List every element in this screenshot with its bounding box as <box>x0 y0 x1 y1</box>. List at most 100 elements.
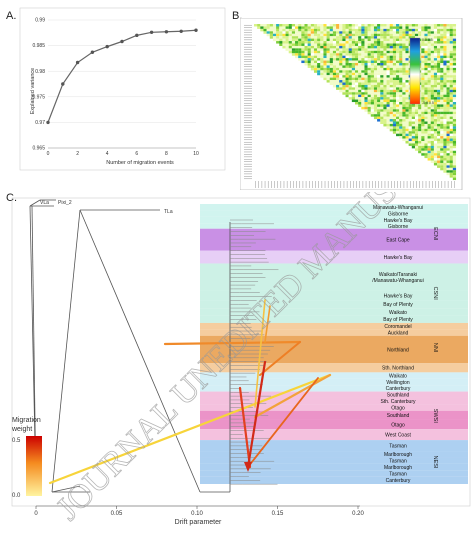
heatmap-cell <box>433 92 438 95</box>
heatmap-cell <box>364 45 368 49</box>
heatmap-cell <box>364 77 368 81</box>
region-label: /Manawatu-Whanganui <box>372 278 423 284</box>
heatmap-cell <box>336 84 340 88</box>
heatmap-cell <box>402 99 406 103</box>
heatmap-cell <box>437 116 441 120</box>
heatmap-cell <box>443 92 447 95</box>
heatmap-cell <box>424 80 428 83</box>
heatmap-cell <box>408 28 412 32</box>
heatmap-cell <box>351 48 356 51</box>
heatmap-cell <box>411 28 416 32</box>
heatmap-cell <box>389 99 393 103</box>
heatmap-cell <box>452 148 457 151</box>
heatmap-cell <box>399 102 403 105</box>
heatmap-cell <box>433 24 438 27</box>
heatmap-cell <box>389 33 393 37</box>
heatmap-cell <box>320 60 324 64</box>
heatmap-cell <box>452 167 457 171</box>
heatmap-cell <box>367 97 371 100</box>
heatmap-cell <box>392 99 397 103</box>
heatmap-cell <box>399 121 403 124</box>
heatmap-cell <box>301 53 305 56</box>
heatmap-cell <box>452 84 457 88</box>
heatmap-cell <box>339 45 343 49</box>
heatmap-cell <box>380 92 384 95</box>
heatmap-cell <box>433 60 438 64</box>
region-group-label: NESI <box>432 456 438 469</box>
heatmap-cell <box>449 133 453 137</box>
heatmap-cell <box>282 36 286 39</box>
heatmap-cell <box>386 33 390 37</box>
heatmap-cell <box>427 138 431 142</box>
region-band <box>200 463 468 471</box>
heatmap-cell <box>291 48 296 51</box>
heatmap-cell <box>430 75 434 78</box>
heatmap-cell <box>449 33 453 37</box>
heatmap-cell <box>437 133 441 137</box>
heatmap-cell <box>329 45 333 49</box>
heatmap-cell <box>364 92 368 95</box>
heatmap-cell <box>332 38 337 42</box>
heatmap-cell <box>418 33 422 37</box>
heatmap-cell <box>402 106 406 110</box>
heatmap-cell <box>427 50 431 54</box>
heatmap-cell <box>383 70 387 73</box>
heatmap-cell <box>336 26 340 29</box>
heatmap-cell <box>452 158 457 161</box>
heatmap-cell <box>446 58 450 61</box>
heatmap-cell <box>358 92 362 95</box>
heatmap-cell <box>377 55 381 59</box>
heatmap-cell <box>389 94 393 98</box>
panel-a-x-tick-label: 6 <box>135 151 138 157</box>
heatmap-cell <box>355 38 359 42</box>
heatmap-cell <box>345 55 349 59</box>
heatmap-cell <box>399 77 403 81</box>
heatmap-cell <box>304 33 308 37</box>
heatmap-cell <box>452 121 457 124</box>
heatmap-cell <box>408 116 412 120</box>
heatmap-cell <box>392 75 397 78</box>
heatmap-cell <box>411 111 416 115</box>
heatmap-cell <box>421 143 425 146</box>
heatmap-cell <box>408 136 412 139</box>
heatmap-cell <box>411 114 416 117</box>
heatmap-cell <box>443 24 447 27</box>
heatmap-cell <box>396 80 400 83</box>
heatmap-cell <box>421 77 425 81</box>
heatmap-cell <box>301 36 305 39</box>
heatmap-cell <box>402 26 406 29</box>
heatmap-cell <box>380 97 384 100</box>
heatmap-cell <box>373 31 378 34</box>
heatmap-cell <box>272 26 277 29</box>
heatmap-cell <box>301 55 305 59</box>
heatmap-cell <box>355 77 359 81</box>
heatmap-cell <box>307 55 311 59</box>
heatmap-cell <box>427 67 431 71</box>
heatmap-cell <box>437 114 441 117</box>
heatmap-cell <box>288 28 292 32</box>
heatmap-cell <box>443 72 447 76</box>
heatmap-cell <box>392 24 397 27</box>
heatmap-cell <box>323 45 327 49</box>
heatmap-cell <box>414 143 419 146</box>
heatmap-cell <box>421 26 425 29</box>
heatmap-cell <box>440 26 444 29</box>
heatmap-cell <box>370 70 374 73</box>
heatmap-cell <box>424 155 428 159</box>
region-label: Hawke's Bay <box>384 255 413 261</box>
heatmap-cell <box>301 58 305 61</box>
heatmap-cell <box>440 97 444 100</box>
heatmap-cell <box>443 77 447 81</box>
region-label: West Coast <box>385 432 411 438</box>
heatmap-cell <box>383 36 387 39</box>
heatmap-cell <box>317 33 321 37</box>
heatmap-cell <box>421 53 425 56</box>
heatmap-cell <box>329 58 333 61</box>
heatmap-cell <box>430 109 434 112</box>
heatmap-cell <box>443 80 447 83</box>
heatmap-cell <box>446 167 450 171</box>
heatmap-cell <box>399 41 403 44</box>
heatmap-cell <box>355 28 359 32</box>
heatmap-cell <box>405 38 409 42</box>
heatmap-cell <box>414 131 419 134</box>
